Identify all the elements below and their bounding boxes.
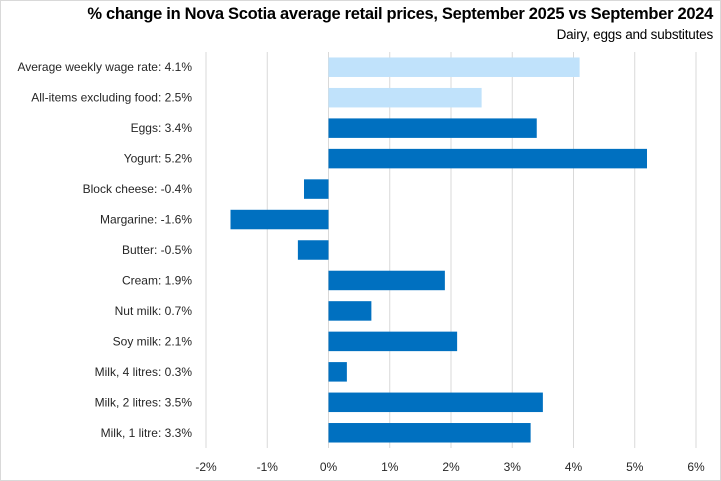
x-tick-label: -2% — [195, 460, 217, 474]
category-label: Cream: 1.9% — [122, 273, 192, 287]
bar — [328, 331, 458, 352]
x-tick-label: 4% — [565, 460, 583, 474]
category-label: Butter: -0.5% — [122, 243, 192, 257]
bar — [328, 392, 543, 413]
bar — [328, 57, 580, 77]
bar — [328, 118, 537, 138]
category-label: Soy milk: 2.1% — [113, 334, 193, 348]
category-label: Milk, 4 litres: 0.3% — [95, 365, 193, 379]
bar — [328, 362, 347, 382]
bar — [328, 87, 482, 108]
category-label: Nut milk: 0.7% — [115, 304, 193, 318]
gridlines — [205, 52, 697, 448]
x-tick-label: 6% — [687, 460, 705, 474]
category-label: Average weekly wage rate: 4.1% — [17, 60, 192, 74]
x-tick-label: 1% — [381, 460, 399, 474]
category-label: Block cheese: -0.4% — [83, 182, 193, 196]
bar — [328, 148, 647, 169]
category-label: Milk, 2 litres: 3.5% — [95, 395, 193, 409]
bar — [328, 270, 445, 291]
x-tick-label: 5% — [626, 460, 644, 474]
x-tick-label: -1% — [257, 460, 279, 474]
category-labels: Average weekly wage rate: 4.1% All-items … — [17, 60, 192, 440]
x-tick-labels: -2% -1% 0% 1% 2% 3% 4% 5% 6% — [195, 460, 705, 474]
x-tick-label: 0% — [320, 460, 338, 474]
x-tick-label: 3% — [504, 460, 522, 474]
chart-title: % change in Nova Scotia average retail p… — [87, 5, 713, 23]
bar — [328, 423, 531, 443]
category-label: All-items excluding food: 2.5% — [31, 91, 192, 105]
bar — [304, 179, 329, 199]
category-label: Eggs: 3.4% — [131, 121, 193, 135]
x-tick-label: 2% — [442, 460, 460, 474]
bar — [230, 209, 329, 230]
chart-subtitle: Dairy, eggs and substitutes — [556, 27, 714, 42]
category-label: Milk, 1 litre: 3.3% — [101, 426, 193, 440]
category-label: Margarine: -1.6% — [100, 213, 192, 227]
bar — [297, 240, 329, 260]
bars — [230, 57, 647, 443]
category-label: Yogurt: 5.2% — [124, 152, 193, 166]
bar — [328, 301, 372, 321]
